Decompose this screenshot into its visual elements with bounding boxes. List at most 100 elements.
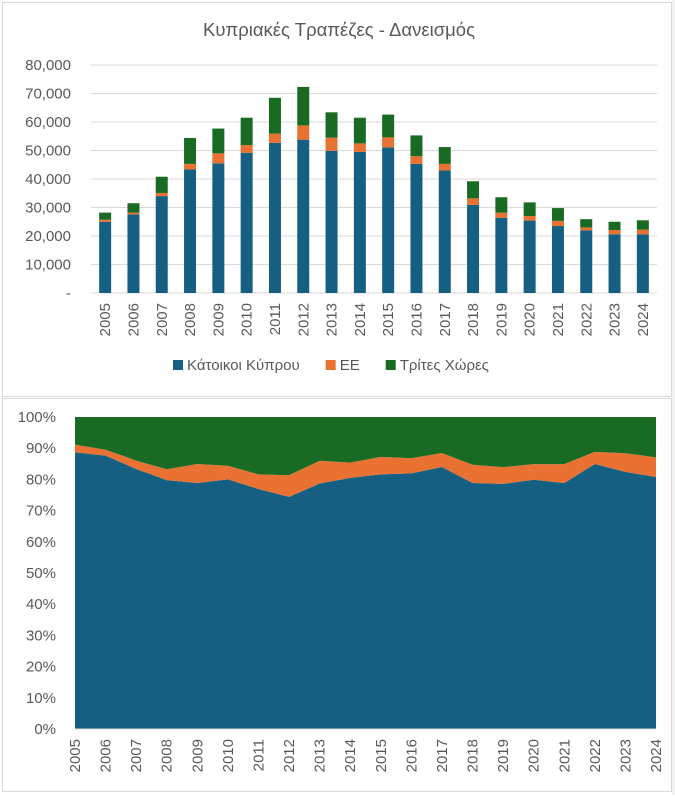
bar-segment-eu [297, 125, 310, 140]
bar-segment-eu [438, 163, 451, 171]
area-series [75, 417, 656, 730]
x-tick-label: 2016 [403, 739, 420, 772]
x-tick-label: 2020 [526, 739, 543, 772]
x-tick-label: 2007 [128, 739, 145, 772]
x-tick-label: 2006 [98, 739, 115, 772]
y-tick-label: 80,000 [25, 57, 71, 74]
bar-segment-third-countries [212, 128, 225, 154]
bar-segment-eu [608, 230, 621, 235]
bar-segment-third-countries [99, 212, 112, 220]
x-tick-label: 2023 [607, 303, 624, 336]
x-tick-label: 2008 [159, 739, 176, 772]
y-tick-label: - [66, 285, 71, 302]
x-tick-label: 2024 [635, 303, 652, 336]
y-tick-label: 50% [26, 565, 56, 582]
area-third-countries [75, 417, 656, 476]
bar-segment-third-countries [438, 147, 451, 164]
bar-segment-residents [268, 142, 281, 293]
stacked-bar-chart: Κυπριακές Τραπέζες - Δανεισμός - 10,000 20… [25, 19, 657, 374]
bar-segment-third-countries [240, 117, 253, 146]
x-tick-label: 2024 [648, 739, 665, 772]
bar-segment-eu [155, 192, 168, 197]
bar-segment-eu [240, 145, 253, 153]
bar-series [99, 86, 649, 293]
y-tick-label: 20,000 [25, 228, 71, 245]
x-tick-label: 2020 [522, 303, 539, 336]
y-tick-label: 40% [26, 596, 56, 613]
bar-segment-residents [297, 139, 310, 293]
y-tick-label: 20% [26, 659, 56, 676]
x-tick-label: 2016 [408, 303, 425, 336]
bar-segment-residents [325, 150, 338, 293]
bar-segment-third-countries [636, 220, 649, 230]
x-tick-label: 2022 [578, 303, 595, 336]
bar-segment-residents [382, 147, 395, 293]
x-tick-label: 2005 [97, 303, 114, 336]
bar-segment-eu [580, 227, 593, 231]
bar-segment-residents [636, 234, 649, 293]
bar-segment-third-countries [410, 135, 423, 157]
bar-segment-third-countries [467, 181, 480, 199]
y-tick-label: 90% [26, 440, 56, 457]
x-tick-label: 2009 [210, 303, 227, 336]
y-tick-label: 70% [26, 503, 56, 520]
bar-segment-residents [467, 204, 480, 293]
x-tick-label: 2017 [434, 739, 451, 772]
bar-segment-eu [268, 133, 281, 143]
bar-segment-residents [551, 226, 564, 293]
x-tick-label: 2007 [154, 303, 171, 336]
x-tick-label: 2011 [267, 303, 284, 335]
bar-segment-third-countries [608, 221, 621, 231]
percent-area-chart-panel: 0% 10% 20% 30% 40% 50% 60% 70% 80% 90% 100% 2005 20… [2, 398, 672, 792]
x-axis-ticks: 2005 2006 2007 2008 2009 2010 2011 2012 2013 2014… [97, 303, 652, 336]
bar-segment-residents [523, 220, 536, 293]
legend-label: Κάτοικοι Κύπρου [187, 357, 300, 374]
y-tick-label: 30,000 [25, 200, 71, 217]
bar-segment-eu [551, 220, 564, 227]
x-tick-label: 2018 [465, 739, 482, 772]
bar-segment-residents [155, 196, 168, 293]
y-tick-label: 60% [26, 534, 56, 551]
x-tick-label: 2011 [250, 739, 267, 771]
bar-segment-third-countries [325, 112, 338, 138]
chart-title: Κυπριακές Τραπέζες - Δανεισμός [203, 19, 475, 40]
bar-segment-eu [467, 198, 480, 205]
bar-segment-third-countries [523, 202, 536, 217]
percent-area-chart: 0%10%20%30%40%50%60%70%80%90%100% 2005 20… [18, 409, 665, 772]
y-tick-label: 30% [26, 627, 56, 644]
bar-segment-third-countries [184, 137, 197, 164]
y-tick-label: 60,000 [25, 114, 71, 131]
y-tick-label: 10,000 [25, 257, 71, 274]
x-tick-label: 2009 [189, 739, 206, 772]
y-tick-label: 40,000 [25, 171, 71, 188]
gridlines [91, 64, 657, 294]
legend: Κάτοικοι Κύπρου ΕΕ Τρίτες Χώρες [173, 357, 489, 374]
x-tick-label: 2013 [312, 739, 329, 772]
bar-segment-eu [127, 212, 140, 215]
x-tick-label: 2018 [465, 303, 482, 336]
bar-segment-residents [212, 163, 225, 293]
bar-segment-third-countries [268, 97, 281, 134]
y-tick-label: 50,000 [25, 143, 71, 160]
bar-segment-eu [382, 137, 395, 148]
legend-swatch [325, 360, 336, 370]
y-tick-label: 10% [26, 690, 56, 707]
bar-segment-residents [438, 170, 451, 293]
x-axis-ticks: 2005 2006 2007 2008 2009 2010 2011 2012 2013 2014… [67, 739, 665, 772]
x-tick-label: 2014 [342, 739, 359, 772]
bar-segment-eu [410, 156, 423, 164]
legend-swatch [385, 360, 396, 370]
legend-label: Τρίτες Χώρες [400, 357, 489, 374]
x-tick-label: 2010 [239, 303, 256, 336]
area-eu [75, 444, 656, 497]
bar-segment-third-countries [297, 86, 310, 126]
y-axis-ticks: 0% 10% 20% 30% 40% 50% 60% 70% 80% 90% 100% [18, 409, 56, 738]
bar-segment-eu [99, 219, 112, 222]
x-tick-label: 2014 [352, 303, 369, 336]
x-tick-label: 2010 [220, 739, 237, 772]
x-tick-label: 2015 [380, 303, 397, 336]
x-tick-label: 2021 [556, 739, 573, 772]
bar-segment-residents [410, 163, 423, 293]
bar-segment-eu [184, 163, 197, 170]
area-residents [75, 452, 656, 729]
